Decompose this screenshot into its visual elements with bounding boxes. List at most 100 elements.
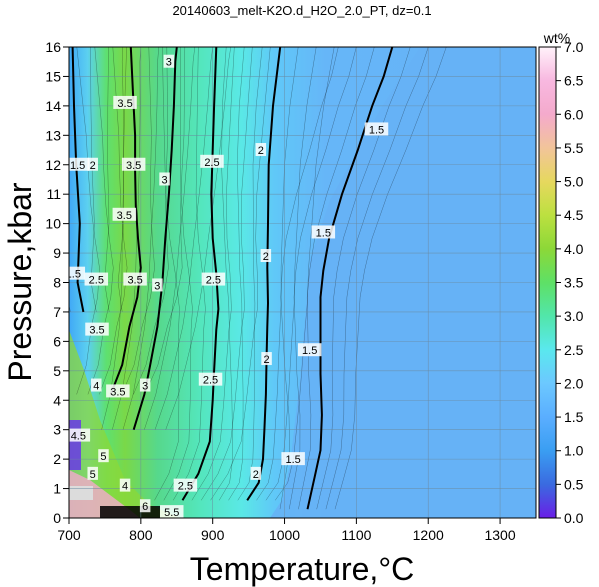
thin-contour bbox=[316, 47, 411, 510]
contour-label-bg bbox=[139, 378, 151, 392]
contour-label-bg bbox=[69, 428, 91, 442]
contour-label: 3.5 bbox=[117, 210, 132, 222]
colorbar-tick-label: 7.0 bbox=[564, 39, 584, 55]
colorbar-label: wt% bbox=[543, 30, 570, 46]
contour-label: 2.5 bbox=[204, 157, 219, 169]
contour-label-bg bbox=[281, 452, 305, 466]
contour-label: 6 bbox=[142, 501, 148, 513]
y-tick-label: 15 bbox=[45, 68, 61, 84]
y-tick-label: 12 bbox=[45, 157, 61, 173]
black-patch bbox=[100, 506, 160, 518]
thin-contour bbox=[298, 47, 375, 510]
thin-contour bbox=[87, 47, 114, 395]
grid bbox=[69, 47, 536, 518]
contour-1-5 bbox=[71, 47, 85, 313]
colorbar-tick-label: 6.0 bbox=[564, 106, 584, 122]
thin-contour bbox=[112, 47, 141, 430]
y-tick-label: 11 bbox=[46, 186, 61, 202]
contour-labels: 1.5 1.5 1.5 1.5 2 2 2 2 2.5 2.5 2.5 2.5 3 3 3 3 3.5 3.5 3.… bbox=[69, 54, 389, 519]
contour-label: 5.5 bbox=[164, 507, 179, 519]
colorbar-tick-label: 3.0 bbox=[564, 308, 584, 324]
x-tick-label: 1200 bbox=[413, 527, 444, 543]
y-tick-label: 9 bbox=[53, 245, 61, 261]
colorbar-tick-label: 1.5 bbox=[564, 409, 584, 425]
contour-label-bg bbox=[113, 95, 137, 109]
contour-2-5 bbox=[181, 47, 220, 501]
contour-2 bbox=[246, 47, 282, 501]
x-tick-label: 800 bbox=[129, 527, 153, 543]
colorbar-tick-label: 4.0 bbox=[564, 241, 584, 257]
thin-contour bbox=[325, 47, 429, 510]
thin-contour bbox=[144, 47, 195, 430]
thin-contour bbox=[154, 47, 213, 430]
grey-patch bbox=[69, 486, 93, 500]
contour-label-bg bbox=[260, 249, 272, 263]
contour-label: 3.5 bbox=[127, 275, 142, 287]
thin-contour bbox=[201, 47, 253, 501]
thin-contour bbox=[191, 47, 235, 501]
contour-label-bg bbox=[87, 466, 98, 480]
x-tick-label: 700 bbox=[57, 527, 81, 543]
contour-1-5 bbox=[306, 47, 394, 510]
y-tick-label: 0 bbox=[53, 510, 61, 526]
plot-area: 1.5 1.5 1.5 1.5 2 2 2 2 2.5 2.5 2.5 2.5 3 3 3 3 3.5 3.5 3.… bbox=[69, 47, 536, 519]
y-tick-label: 3 bbox=[53, 422, 61, 438]
x-axis-label: Temperature,°C bbox=[190, 551, 414, 587]
contour-label: 4.5 bbox=[71, 431, 86, 443]
purple-patch bbox=[69, 420, 81, 470]
thin-contour bbox=[154, 47, 180, 501]
contour-label-bg bbox=[69, 157, 90, 171]
colorbar: wt% 0.0 0.5 1.0 1.5 2.0 2.5 3.0 3.5 4.0 4.5 5.0 5.5… bbox=[538, 30, 584, 526]
colorbar-tick-label: 2.5 bbox=[564, 342, 584, 358]
y-axis-label: Pressure,kbar bbox=[2, 182, 38, 382]
colorbar-fill bbox=[538, 46, 557, 519]
contour-label: 3 bbox=[142, 381, 148, 393]
y-tick-label: 7 bbox=[53, 304, 61, 320]
y-tick-label: 16 bbox=[45, 39, 61, 55]
colorbar-tick-label: 5.0 bbox=[564, 174, 584, 190]
contour-label-bg bbox=[119, 478, 131, 492]
x-axis: 700 800 900 1000 1100 1200 1300 bbox=[57, 518, 516, 543]
contour-label-bg bbox=[123, 272, 147, 286]
contour-label: 3 bbox=[161, 174, 167, 186]
y-tick-label: 2 bbox=[53, 451, 61, 467]
y-tick-label: 1 bbox=[53, 481, 61, 497]
contour-label-bg bbox=[163, 54, 175, 68]
colorbar-tick-label: 2.0 bbox=[564, 375, 584, 391]
contour-label-bg bbox=[139, 499, 151, 513]
y-tick-label: 14 bbox=[45, 98, 61, 114]
colorbar-tick-label: 3.5 bbox=[564, 275, 584, 291]
contour-label: 1.5 bbox=[286, 454, 301, 466]
thin-contour bbox=[69, 304, 71, 312]
contour-3-5 bbox=[109, 47, 142, 395]
contour-label-bg bbox=[250, 466, 262, 480]
contour-label-bg bbox=[311, 225, 336, 239]
contour-label: 5 bbox=[90, 469, 96, 481]
thin-contour bbox=[163, 47, 193, 501]
contour-label: 3 bbox=[166, 57, 172, 69]
contour-label-bg bbox=[121, 157, 146, 171]
y-tick-label: 5 bbox=[53, 363, 61, 379]
contour-label-bg bbox=[112, 207, 137, 221]
thin-contour bbox=[165, 47, 231, 430]
thin-contour bbox=[99, 47, 128, 395]
contour-label: 2 bbox=[264, 354, 270, 366]
x-tick-label: 1100 bbox=[341, 527, 371, 543]
thin-contour bbox=[173, 47, 206, 501]
contour-label: 3.5 bbox=[89, 325, 104, 337]
contour-label-bg bbox=[91, 378, 102, 392]
contour-label: 3.5 bbox=[110, 386, 125, 398]
contour-label-bg bbox=[106, 384, 130, 398]
colorbar-tick-label: 0.5 bbox=[564, 476, 584, 492]
contour-label-bg bbox=[261, 352, 272, 366]
contour-label: 5 bbox=[100, 451, 106, 463]
y-tick-label: 6 bbox=[53, 333, 61, 349]
contour-label-bg bbox=[69, 266, 86, 280]
colorbar-tick-label: 5.5 bbox=[564, 140, 584, 156]
chart-title: 20140603_melt-K2O.d_H2O_2.0_PT, dz=0.1 bbox=[172, 3, 431, 18]
contour-label-bg bbox=[159, 505, 184, 518]
contour-label-bg bbox=[200, 154, 224, 168]
contour-label: 2.5 bbox=[178, 481, 193, 493]
